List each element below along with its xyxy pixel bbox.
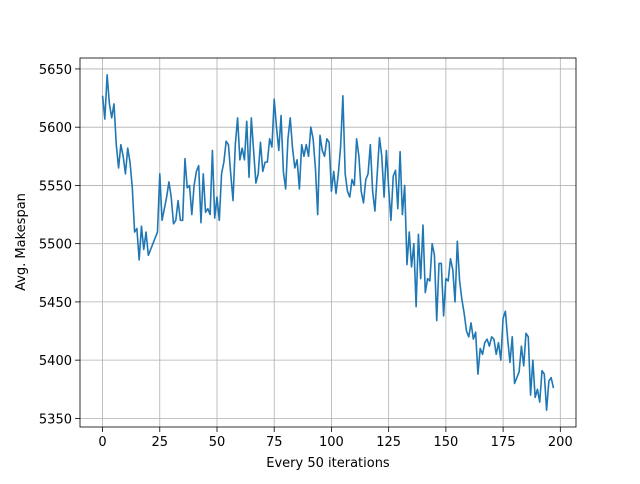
line bbox=[101, 73, 555, 412]
x-tick-label: 75 bbox=[266, 435, 283, 450]
x-tick-label: 50 bbox=[209, 435, 226, 450]
y-axis-label: Avg. Makespan bbox=[14, 193, 29, 291]
x-tick-label: 25 bbox=[151, 435, 168, 450]
x-tick-label: 200 bbox=[548, 435, 573, 450]
y-tick-label: 5400 bbox=[39, 354, 72, 369]
x-tick-label: 0 bbox=[98, 435, 106, 450]
y-tick-label: 5550 bbox=[39, 179, 72, 194]
y-tick-label: 5350 bbox=[39, 412, 72, 427]
x-tick-label: 175 bbox=[491, 435, 516, 450]
y-tick-label: 5450 bbox=[39, 296, 72, 311]
x-tick-label: 125 bbox=[376, 435, 401, 450]
x-axis-label: Every 50 iterations bbox=[266, 456, 390, 471]
x-tick-label: 150 bbox=[433, 435, 458, 450]
y-tick-label: 5500 bbox=[39, 238, 72, 253]
y-tick-label: 5650 bbox=[39, 63, 72, 78]
axes-frame bbox=[79, 57, 577, 428]
x-tick-label: 100 bbox=[319, 435, 344, 450]
y-tick-label: 5600 bbox=[39, 121, 72, 136]
